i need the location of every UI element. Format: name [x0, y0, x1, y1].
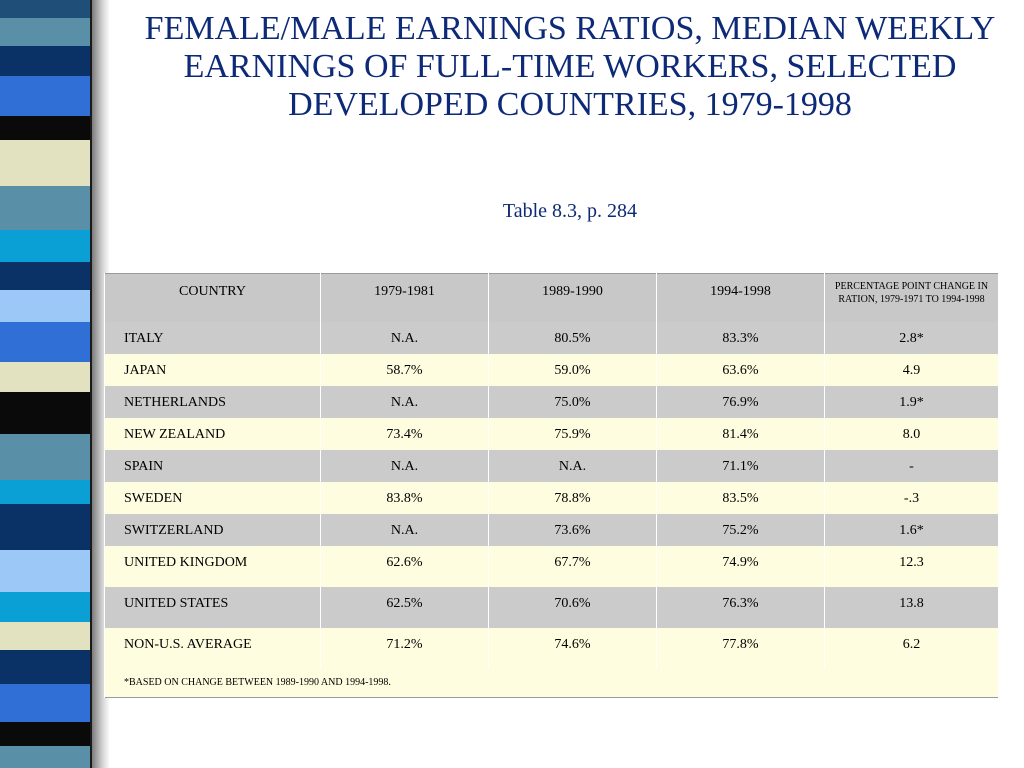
stripe: [0, 230, 92, 262]
stripe: [0, 550, 92, 592]
cell-value: 2.8*: [824, 321, 999, 354]
cell-value: 58.7%: [320, 353, 489, 386]
cell-country: NETHERLANDS: [104, 385, 321, 418]
stripe: [0, 76, 92, 116]
stripe: [0, 290, 92, 322]
cell-value: 81.4%: [656, 417, 825, 450]
cell-value: 83.8%: [320, 481, 489, 514]
cell-country: SWEDEN: [104, 481, 321, 514]
cell-value: 1.9*: [824, 385, 999, 418]
cell-country: NEW ZEALAND: [104, 417, 321, 450]
table-row: UNITED KINGDOM 62.6% 67.7% 74.9% 12.3: [104, 545, 999, 587]
table-row: SWITZERLAND N.A. 73.6% 75.2% 1.6*: [104, 513, 999, 546]
cell-value: 73.6%: [488, 513, 657, 546]
stripe: [0, 504, 92, 550]
earnings-ratio-table: COUNTRY 1979-1981 1989-1990 1994-1998 PE…: [104, 273, 999, 698]
cell-value: 73.4%: [320, 417, 489, 450]
stripe: [0, 480, 92, 504]
cell-value: N.A.: [320, 385, 489, 418]
cell-value: 80.5%: [488, 321, 657, 354]
table-row: ITALY N.A. 80.5% 83.3% 2.8*: [104, 321, 999, 354]
stripe: [0, 684, 92, 722]
column-header-1989-1990: 1989-1990: [488, 273, 657, 322]
table-row: NETHERLANDS N.A. 75.0% 76.9% 1.9*: [104, 385, 999, 418]
stripe: [0, 140, 92, 186]
cell-value: 76.9%: [656, 385, 825, 418]
stripe: [0, 116, 92, 140]
cell-country: ITALY: [104, 321, 321, 354]
slide-title: FEMALE/MALE EARNINGS RATIOS, MEDIAN WEEK…: [144, 10, 996, 123]
stripe: [0, 362, 92, 392]
stripe: [0, 622, 92, 650]
stripe: [0, 746, 92, 768]
column-header-1994-1998: 1994-1998: [656, 273, 825, 322]
cell-value: 77.8%: [656, 627, 825, 669]
cell-value: 83.5%: [656, 481, 825, 514]
decorative-stripe-border: [0, 0, 92, 768]
cell-value: 4.9: [824, 353, 999, 386]
table-row: NON-U.S. AVERAGE 71.2% 74.6% 77.8% 6.2: [104, 627, 999, 669]
table-footnote: *BASED ON CHANGE BETWEEN 1989-1990 AND 1…: [104, 668, 999, 698]
column-header-percentage-change: PERCENTAGE POINT CHANGE IN RATION, 1979-…: [824, 273, 999, 322]
cell-country: SPAIN: [104, 449, 321, 482]
cell-value: 75.0%: [488, 385, 657, 418]
table-header-row: COUNTRY 1979-1981 1989-1990 1994-1998 PE…: [104, 273, 999, 322]
column-header-country: COUNTRY: [104, 273, 321, 322]
table-row: NEW ZEALAND 73.4% 75.9% 81.4% 8.0: [104, 417, 999, 450]
cell-value: N.A.: [320, 513, 489, 546]
cell-value: 75.2%: [656, 513, 825, 546]
cell-value: 78.8%: [488, 481, 657, 514]
stripe: [0, 18, 92, 46]
cell-value: 1.6*: [824, 513, 999, 546]
cell-value: 70.6%: [488, 586, 657, 628]
stripe: [0, 0, 92, 18]
table-footnote-row: *BASED ON CHANGE BETWEEN 1989-1990 AND 1…: [104, 668, 999, 698]
stripe: [0, 434, 92, 480]
cell-value: N.A.: [320, 449, 489, 482]
cell-value: 59.0%: [488, 353, 657, 386]
stripe: [0, 186, 92, 230]
table-row: UNITED STATES 62.5% 70.6% 76.3% 13.8: [104, 586, 999, 628]
cell-value: 76.3%: [656, 586, 825, 628]
cell-value: 12.3: [824, 545, 999, 587]
cell-country: UNITED STATES: [104, 586, 321, 628]
stripe: [0, 322, 92, 362]
cell-value: N.A.: [320, 321, 489, 354]
stripe: [0, 262, 92, 290]
stripe: [0, 722, 92, 746]
cell-country: UNITED KINGDOM: [104, 545, 321, 587]
cell-value: 67.7%: [488, 545, 657, 587]
cell-country: SWITZERLAND: [104, 513, 321, 546]
cell-value: 71.2%: [320, 627, 489, 669]
cell-value: 62.5%: [320, 586, 489, 628]
cell-country: JAPAN: [104, 353, 321, 386]
cell-value: 8.0: [824, 417, 999, 450]
table-row: SWEDEN 83.8% 78.8% 83.5% -.3: [104, 481, 999, 514]
cell-value: N.A.: [488, 449, 657, 482]
stripe: [0, 46, 92, 76]
stripe: [0, 392, 92, 434]
cell-value: 13.8: [824, 586, 999, 628]
cell-value: -: [824, 449, 999, 482]
cell-value: 71.1%: [656, 449, 825, 482]
slide-subtitle: Table 8.3, p. 284: [502, 200, 638, 222]
cell-value: 83.3%: [656, 321, 825, 354]
cell-value: 75.9%: [488, 417, 657, 450]
cell-value: 63.6%: [656, 353, 825, 386]
cell-value: 6.2: [824, 627, 999, 669]
table-row: SPAIN N.A. N.A. 71.1% -: [104, 449, 999, 482]
cell-country: NON-U.S. AVERAGE: [104, 627, 321, 669]
column-header-1979-1981: 1979-1981: [320, 273, 489, 322]
stripe: [0, 592, 92, 622]
cell-value: -.3: [824, 481, 999, 514]
cell-value: 62.6%: [320, 545, 489, 587]
stripe: [0, 650, 92, 684]
cell-value: 74.9%: [656, 545, 825, 587]
table-row: JAPAN 58.7% 59.0% 63.6% 4.9: [104, 353, 999, 386]
cell-value: 74.6%: [488, 627, 657, 669]
